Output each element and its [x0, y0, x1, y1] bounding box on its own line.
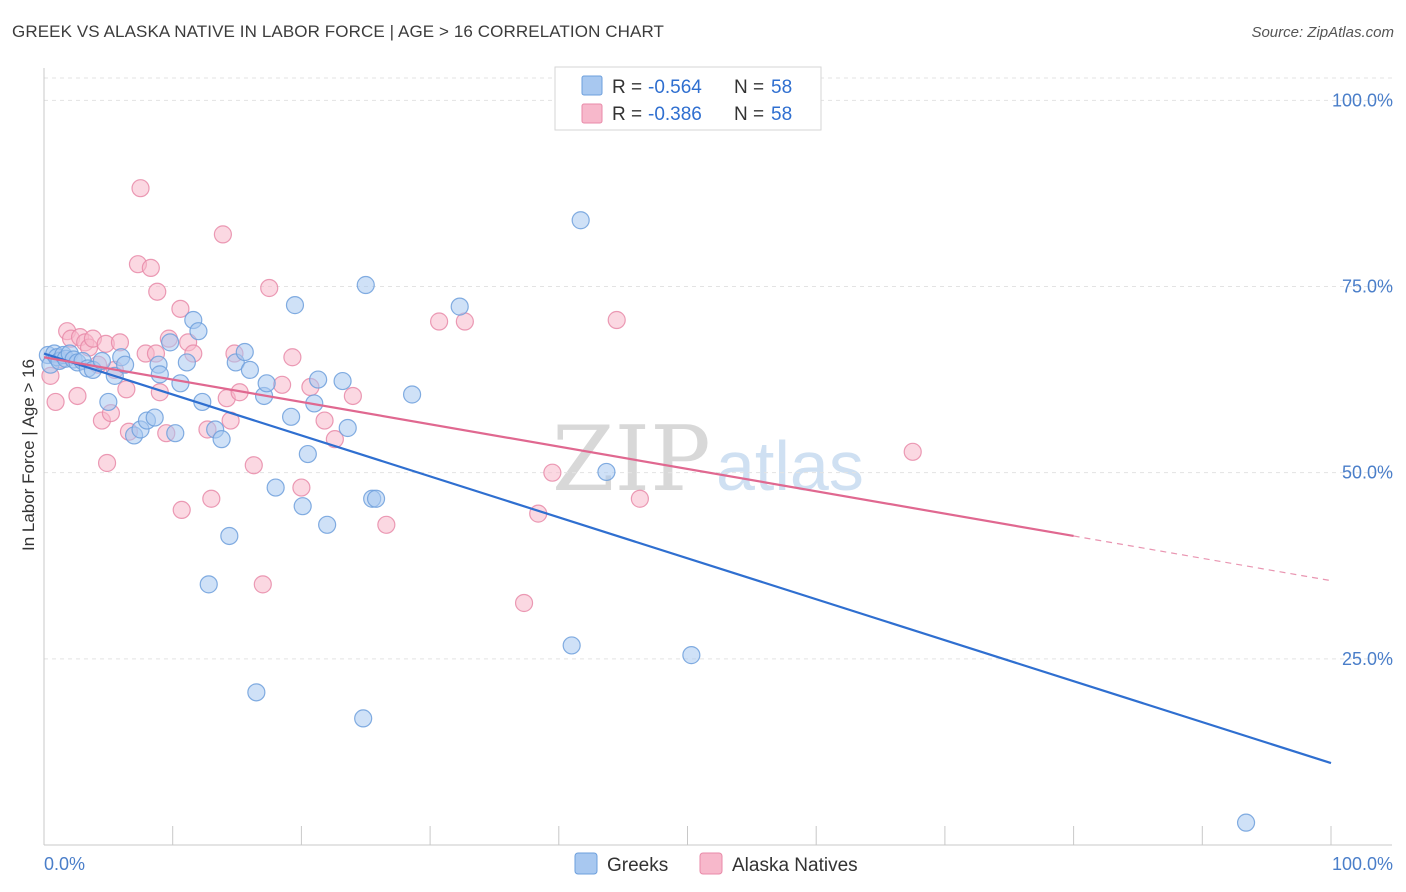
- greeks-point-31: [199, 575, 218, 594]
- alaska-point-52: [514, 593, 534, 613]
- alaska-point-1: [46, 392, 65, 412]
- legend-r-label-1: R =: [612, 77, 642, 98]
- y-tick-labels: 25.0% 50.0% 75.0% 100.0%: [1332, 90, 1393, 668]
- alaska-trend-extension: [1073, 535, 1332, 582]
- alaska-point-22: [141, 258, 160, 277]
- alaska-point-56: [607, 310, 626, 330]
- greeks-point-43: [285, 296, 305, 315]
- alaska-point-50: [430, 312, 449, 331]
- greeks-trend-line: [43, 352, 1332, 765]
- legend-swatch-greeks: [581, 75, 603, 96]
- greeks-point-40: [257, 374, 276, 393]
- legend-r-value-2: -0.386: [648, 104, 702, 125]
- watermark-atlas: atlas: [716, 427, 864, 505]
- alaska-point-54: [543, 463, 562, 482]
- bottom-legend-swatch-greeks: [574, 852, 598, 875]
- greeks-point-54: [354, 709, 373, 728]
- alaska-point-41: [260, 278, 279, 298]
- bottom-legend-label-alaska: Alaska Natives: [732, 855, 858, 876]
- alaska-trend-line: [43, 356, 1074, 538]
- x-tick-label-end: 100.0%: [1332, 854, 1393, 874]
- y-tick-label-75: 75.0%: [1342, 277, 1393, 297]
- alaska-point-44: [292, 478, 311, 497]
- alaska-point-42: [272, 375, 292, 394]
- greeks-point-27: [177, 353, 196, 372]
- greeks-point-44: [293, 497, 312, 516]
- alaska-point-43: [283, 348, 302, 367]
- legend-n-value-1: 58: [771, 77, 792, 98]
- alaska-point-40: [253, 575, 272, 594]
- watermark: ZIP atlas: [552, 407, 864, 512]
- greeks-point-24: [161, 333, 180, 352]
- legend-n-label-2: N =: [734, 104, 764, 125]
- greeks-point-36: [235, 342, 254, 362]
- y-tick-label-100: 100.0%: [1332, 90, 1393, 110]
- greeks-point-42: [282, 407, 301, 426]
- greeks-point-51: [356, 275, 375, 295]
- alaska-point-17: [117, 380, 136, 399]
- greeks-point-58: [562, 636, 581, 655]
- alaska-point-13: [97, 453, 117, 473]
- alaska-point-5: [68, 386, 87, 406]
- alaska-point-28: [171, 299, 190, 318]
- alaska-point-33: [202, 489, 221, 508]
- greeks-point-47: [309, 370, 328, 389]
- greeks-point-57: [571, 211, 590, 230]
- trend-lines: [43, 352, 1332, 765]
- y-tick-label-50: 50.0%: [1342, 463, 1393, 483]
- greeks-point-53: [366, 489, 386, 508]
- legend-n-label-1: N =: [734, 77, 764, 98]
- legend-r-value-1: -0.564: [648, 77, 702, 98]
- greeks-point-41: [266, 478, 285, 497]
- greeks-point-60: [682, 646, 701, 665]
- greeks-point-33: [212, 430, 231, 449]
- greeks-point-38: [247, 683, 266, 702]
- correlation-legend: R = -0.564 N = 58 R = -0.386 N = 58: [554, 66, 822, 131]
- bottom-legend-swatch-alaska: [699, 852, 723, 875]
- greeks-point-29: [189, 322, 208, 341]
- alaska-point-47: [325, 430, 344, 449]
- greeks-point-59: [597, 462, 616, 482]
- alaska-point-24: [148, 282, 167, 301]
- series-legend: Greeks Alaska Natives: [574, 852, 858, 876]
- greeks-point-61: [1236, 813, 1256, 832]
- alaska-point-49: [377, 515, 396, 534]
- greeks-point-26: [171, 374, 190, 393]
- greeks-point-45: [298, 444, 317, 464]
- greeks-point-13: [92, 351, 112, 371]
- greeks-point-48: [318, 515, 337, 534]
- alaska-point-57: [903, 442, 922, 461]
- alaska-point-29: [172, 500, 191, 520]
- greeks-point-25: [166, 424, 185, 443]
- alaska-point-55: [630, 489, 649, 508]
- y-axis-title: In Labor Force | Age > 16: [19, 359, 38, 551]
- alaska-point-46: [315, 411, 334, 430]
- alaska-point-20: [131, 179, 150, 198]
- greeks-point-23: [150, 365, 169, 384]
- greeks-point-37: [240, 360, 260, 380]
- x-tick-labels: 0.0% 100.0%: [44, 854, 1393, 874]
- greeks-point-56: [450, 297, 469, 316]
- y-tick-label-25: 25.0%: [1342, 649, 1393, 669]
- alaska-point-34: [213, 225, 232, 244]
- axes: [43, 68, 1392, 846]
- greeks-point-49: [333, 371, 352, 391]
- greeks-point-34: [220, 526, 239, 546]
- chart-title: GREEK VS ALASKA NATIVE IN LABOR FORCE | …: [12, 22, 665, 41]
- legend-r-label-2: R =: [612, 104, 642, 125]
- series-greeks: [38, 211, 1256, 832]
- alaska-point-48: [343, 386, 362, 406]
- greeks-point-21: [145, 408, 164, 427]
- legend-n-value-2: 58: [771, 104, 792, 125]
- greeks-point-14: [99, 392, 118, 412]
- alaska-point-39: [244, 456, 263, 475]
- greeks-point-17: [115, 355, 135, 374]
- x-tick-label-start: 0.0%: [44, 854, 85, 874]
- legend-swatch-alaska: [581, 103, 603, 124]
- greeks-point-50: [338, 418, 357, 438]
- bottom-legend-label-greeks: Greeks: [607, 855, 668, 876]
- greeks-point-55: [402, 385, 422, 404]
- source-label: Source: ZipAtlas.com: [1251, 24, 1394, 41]
